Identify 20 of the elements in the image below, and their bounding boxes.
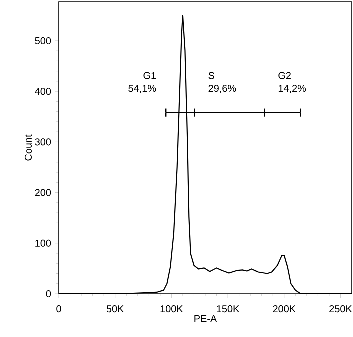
x-tick-label: 150K — [217, 306, 240, 313]
annotation: S — [208, 72, 215, 80]
y-tick-label: 200 — [35, 189, 52, 196]
x-tick-label: 250K — [330, 306, 352, 313]
x-axis-title: PE-A — [194, 315, 218, 322]
annotation: 14,2% — [278, 85, 306, 94]
x-tick-label: 200K — [273, 306, 296, 313]
y-tick-label: 400 — [35, 88, 52, 96]
annotation: G1 — [144, 72, 156, 80]
x-tick-label: 50K — [106, 306, 124, 313]
y-axis-title: Count — [24, 134, 32, 161]
x-tick-label: 0 — [56, 306, 62, 313]
y-tick-label: 300 — [35, 138, 52, 146]
y-tick-label: 0 — [46, 290, 52, 298]
annotation: G2 — [278, 72, 291, 80]
y-tick-label: 100 — [36, 240, 52, 247]
annotation: 54,1% — [128, 85, 156, 94]
annotation: 29,6% — [208, 85, 236, 94]
x-tick-label: 100K — [160, 306, 184, 313]
y-tick-label: 500 — [35, 37, 52, 44]
